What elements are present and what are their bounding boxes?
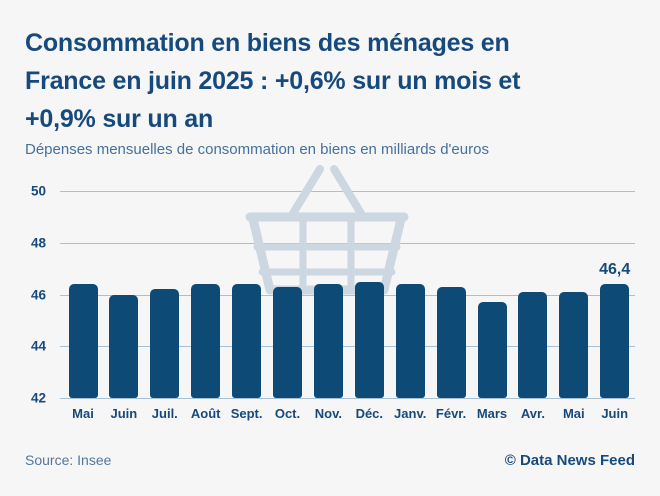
x-tick-label: Juil. — [151, 406, 178, 421]
bar-avr-11 — [518, 291, 548, 398]
bar-janv-8 — [395, 284, 425, 398]
credit-label: © Data News Feed — [504, 452, 635, 469]
gridline-42 — [60, 398, 635, 399]
page-title: Consommation en biens des ménages en Fra… — [25, 24, 635, 138]
gridline-44 — [60, 346, 635, 348]
bar-mai-0 — [68, 284, 98, 398]
y-tick-label: 42 — [30, 390, 46, 406]
x-tick-label: Avr. — [520, 406, 545, 421]
gridline-46 — [60, 294, 635, 296]
footer: Source: Insee © Data News Feed — [25, 452, 635, 469]
x-tick-label: Mai — [562, 406, 585, 421]
x-tick-label: Nov. — [314, 406, 342, 421]
title-line-1: Consommation en biens des ménages en — [25, 29, 510, 57]
bar-fvr-9 — [436, 286, 466, 398]
bar-oct-5 — [273, 286, 302, 398]
y-tick-label: 48 — [30, 235, 46, 251]
x-tick-label: Juin — [110, 406, 138, 421]
title-line-3: +0,9% sur un an — [25, 105, 214, 133]
bar-mai-12 — [559, 291, 589, 398]
bar-juin-13 — [600, 284, 630, 398]
x-tick-label: Févr. — [435, 406, 467, 421]
x-tick-label: Sept. — [230, 406, 263, 421]
chart-subtitle: Dépenses mensuelles de consommation en b… — [25, 141, 489, 158]
bar-juin-1 — [109, 294, 139, 398]
y-tick-label: 46 — [30, 287, 46, 302]
x-tick-label: Janv. — [394, 406, 427, 421]
chart-header: Consommation en biens des ménages en Fra… — [25, 24, 635, 159]
x-tick-label: Mai — [72, 406, 94, 421]
x-tick-label: Déc. — [355, 406, 384, 421]
bar-dc-7 — [354, 281, 384, 398]
bar-juil-2 — [150, 289, 180, 398]
bar-sept-4 — [232, 284, 262, 398]
x-tick-label: Juin — [601, 406, 629, 421]
x-tick-label: Août — [190, 406, 221, 421]
bar-chart: 50 48 46 44 42 Mai Juin Juil. Août Sept. Oct. Nov.… — [0, 160, 660, 430]
x-tick-label: Oct. — [274, 406, 301, 421]
title-line-2: France en juin 2025 : +0,6% sur un mois … — [25, 67, 521, 95]
last-bar-value-label: 46,4 — [599, 261, 631, 279]
y-tick-label: 50 — [30, 183, 46, 199]
y-tick-label: 44 — [30, 338, 46, 354]
source-label: Source: Insee — [25, 452, 112, 468]
bars-layer — [60, 191, 635, 398]
bar-mars-10 — [477, 302, 507, 398]
bar-nov-6 — [313, 284, 343, 398]
bar-aot-3 — [191, 284, 221, 398]
x-tick-label: Mars — [476, 406, 508, 421]
